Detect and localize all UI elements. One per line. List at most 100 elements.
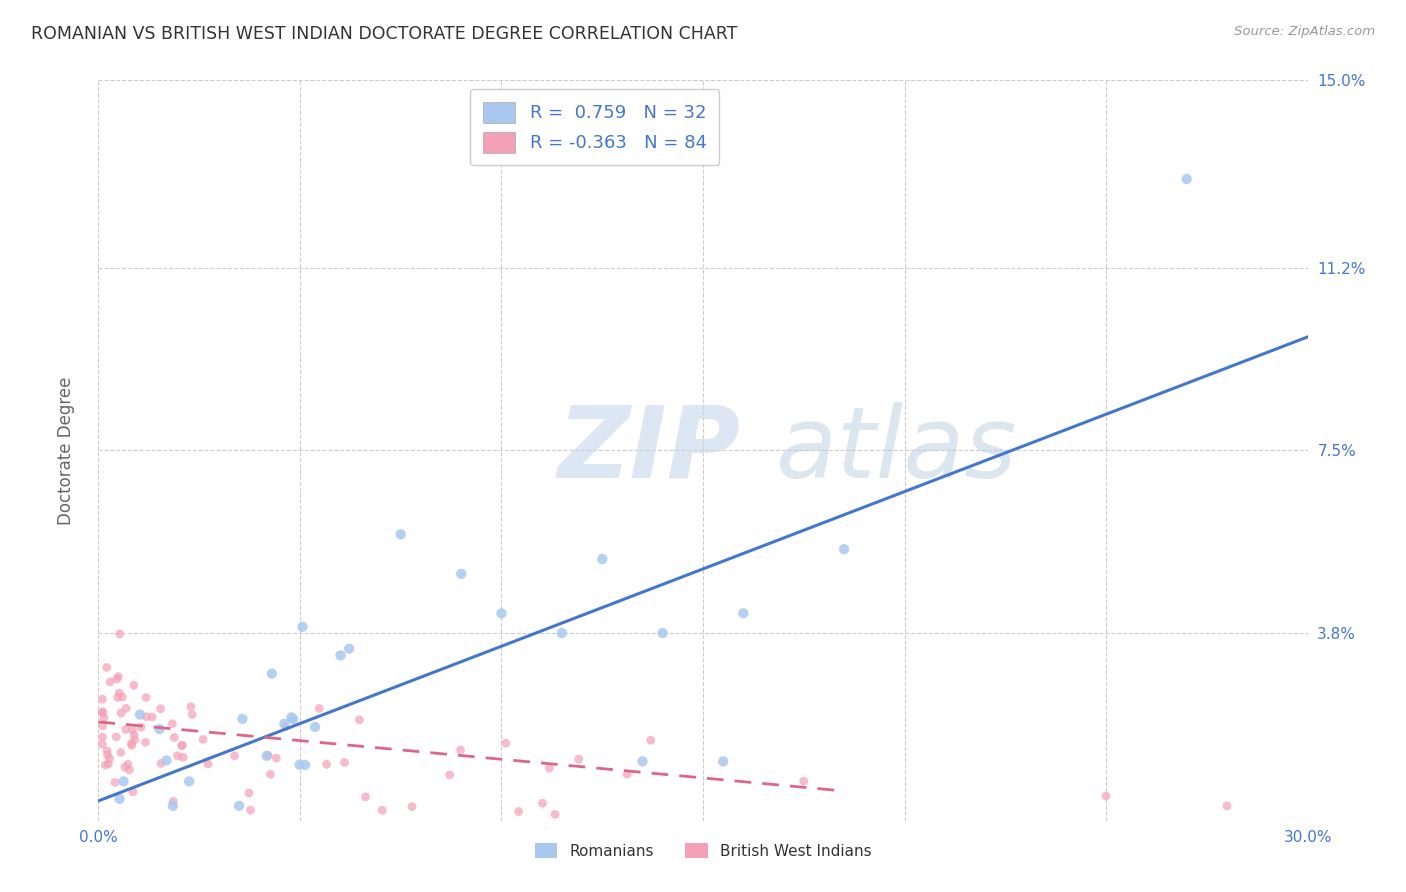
Point — [117, 757, 139, 772]
Point — [711, 755, 734, 769]
Point — [179, 774, 201, 789]
Point — [349, 713, 371, 727]
Point — [191, 732, 214, 747]
Point — [1095, 789, 1118, 803]
Point — [491, 607, 513, 621]
Text: ZIP: ZIP — [558, 402, 741, 499]
Point — [337, 641, 360, 656]
Point — [91, 730, 114, 744]
Point — [114, 760, 136, 774]
Point — [291, 620, 314, 634]
Point — [538, 761, 561, 775]
Point — [551, 626, 574, 640]
Point — [508, 805, 530, 819]
Point — [544, 807, 567, 822]
Point — [239, 803, 262, 817]
Point — [96, 660, 118, 674]
Point — [231, 712, 253, 726]
Point — [389, 527, 412, 541]
Point — [110, 746, 132, 760]
Point — [111, 690, 134, 705]
Point — [93, 711, 115, 725]
Point — [266, 751, 288, 765]
Point — [118, 763, 141, 777]
Y-axis label: Doctorate Degree: Doctorate Degree — [56, 376, 75, 524]
Text: ROMANIAN VS BRITISH WEST INDIAN DOCTORATE DEGREE CORRELATION CHART: ROMANIAN VS BRITISH WEST INDIAN DOCTORAT… — [31, 25, 737, 43]
Point — [354, 789, 377, 804]
Point — [97, 756, 120, 771]
Point — [135, 710, 157, 724]
Point — [148, 722, 170, 736]
Point — [122, 728, 145, 742]
Point — [134, 735, 156, 749]
Point — [793, 774, 815, 789]
Point — [259, 767, 281, 781]
Point — [166, 748, 188, 763]
Point — [281, 712, 304, 726]
Point — [91, 706, 114, 720]
Point — [94, 758, 117, 772]
Point — [181, 707, 204, 722]
Point — [224, 748, 246, 763]
Point — [108, 627, 131, 641]
Point — [141, 710, 163, 724]
Point — [308, 701, 330, 715]
Point — [91, 705, 114, 719]
Point — [832, 542, 855, 557]
Point — [98, 751, 121, 765]
Point — [228, 798, 250, 813]
Point — [107, 669, 129, 683]
Point — [96, 747, 118, 762]
Point — [651, 626, 673, 640]
Point — [172, 739, 194, 753]
Point — [640, 733, 662, 747]
Point — [333, 756, 356, 770]
Point — [733, 607, 755, 621]
Point — [495, 736, 517, 750]
Point — [256, 748, 278, 763]
Legend: Romanians, British West Indians: Romanians, British West Indians — [529, 837, 877, 865]
Point — [124, 732, 146, 747]
Point — [273, 716, 295, 731]
Point — [315, 757, 337, 772]
Point — [105, 672, 128, 686]
Point — [172, 750, 194, 764]
Point — [115, 701, 138, 715]
Point — [135, 690, 157, 705]
Point — [105, 730, 128, 744]
Point — [260, 666, 283, 681]
Point — [121, 723, 143, 737]
Point — [439, 768, 461, 782]
Point — [91, 738, 114, 752]
Point — [112, 774, 135, 789]
Point — [110, 706, 132, 720]
Point — [531, 796, 554, 810]
Point — [280, 710, 302, 724]
Point — [114, 723, 136, 737]
Point — [163, 731, 186, 745]
Point — [197, 757, 219, 772]
Point — [108, 792, 131, 806]
Point — [121, 736, 143, 750]
Text: Source: ZipAtlas.com: Source: ZipAtlas.com — [1234, 25, 1375, 38]
Point — [180, 699, 202, 714]
Point — [149, 702, 172, 716]
Point — [257, 748, 280, 763]
Point — [329, 648, 352, 663]
Point — [371, 803, 394, 817]
Point — [129, 707, 152, 722]
Text: atlas: atlas — [776, 402, 1017, 499]
Point — [170, 739, 193, 753]
Point — [155, 754, 177, 768]
Point — [616, 767, 638, 781]
Point — [129, 720, 152, 734]
Point — [162, 794, 184, 808]
Point — [98, 674, 121, 689]
Point — [107, 690, 129, 705]
Point — [121, 739, 143, 753]
Point — [1175, 172, 1198, 186]
Point — [91, 692, 114, 706]
Point — [91, 719, 114, 733]
Point — [450, 743, 472, 757]
Point — [274, 719, 297, 733]
